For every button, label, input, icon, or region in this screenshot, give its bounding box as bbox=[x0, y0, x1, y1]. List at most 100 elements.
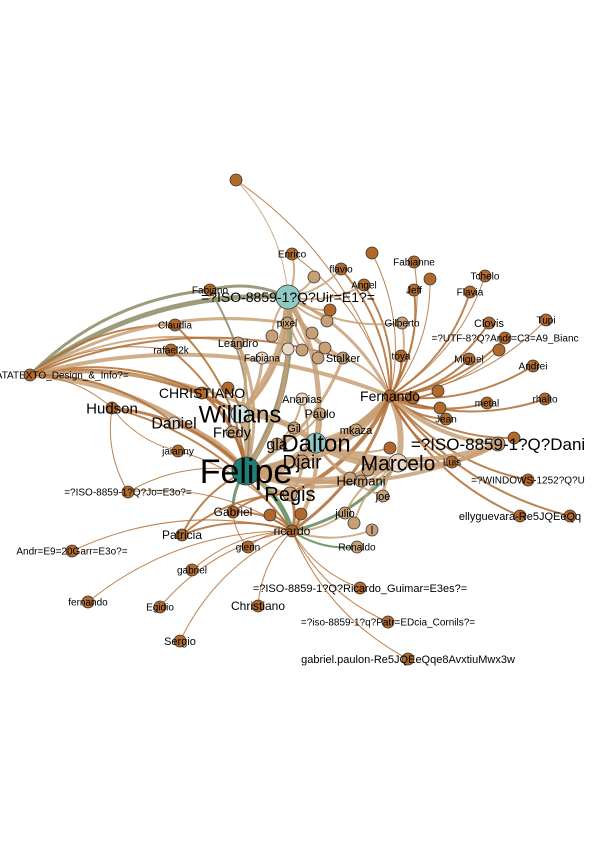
node-label-flavio: flavio bbox=[329, 265, 353, 276]
node-label-rhalto: rhalto bbox=[532, 395, 557, 406]
node-label-gabriel_l: gabriel bbox=[177, 566, 207, 577]
edge bbox=[28, 352, 392, 398]
node-metal bbox=[480, 396, 494, 410]
node-windows bbox=[521, 473, 535, 487]
node-flavia bbox=[463, 285, 477, 299]
node-n_h bbox=[221, 381, 235, 395]
node-label-leandro: Leandro bbox=[218, 338, 258, 350]
node-label-fernando_l: fernando bbox=[68, 598, 108, 609]
node-angel bbox=[357, 278, 371, 292]
edge bbox=[287, 296, 403, 326]
node-mkaza bbox=[349, 423, 363, 437]
node-hudson bbox=[105, 401, 119, 415]
node-ricardo bbox=[285, 524, 299, 538]
node-label-paulo: Paulo bbox=[305, 407, 336, 421]
node-gabriel bbox=[226, 505, 240, 519]
node-felipe bbox=[231, 456, 261, 486]
node-christiano_u bbox=[195, 386, 209, 400]
node-label-hermani: Hermani bbox=[336, 474, 385, 489]
edge bbox=[257, 530, 293, 607]
edge bbox=[181, 493, 291, 536]
edge bbox=[235, 179, 391, 397]
edge bbox=[389, 322, 490, 397]
node-label-flavia: Flavia bbox=[457, 288, 484, 299]
node-label-toya: toya bbox=[392, 352, 411, 363]
node-clovis bbox=[482, 316, 496, 330]
node-n_m1 bbox=[343, 471, 357, 485]
node-dani bbox=[490, 436, 506, 452]
node-joe bbox=[376, 489, 390, 503]
node-dalton bbox=[305, 432, 327, 454]
node-label-jo: =?ISO-8859-1?Q?Jo=E3o?= bbox=[64, 488, 192, 499]
node-n_r5 bbox=[507, 431, 521, 445]
node-label-gabriel_p: gabriel.paulon-Re5JQEeQqe8AvxtiuMwx3w bbox=[301, 654, 515, 666]
node-label-andre_garr: Andr=E9=20Garr=E3o?= bbox=[16, 547, 127, 558]
node-pixel bbox=[280, 316, 294, 330]
edge bbox=[127, 489, 293, 532]
node-n_c2 bbox=[320, 314, 334, 328]
node-label-sergio: Sergio bbox=[164, 636, 196, 648]
edge bbox=[291, 529, 373, 539]
node-label-gla: gla bbox=[266, 437, 287, 454]
node-andrei bbox=[526, 359, 540, 373]
node-n_c6 bbox=[318, 341, 332, 355]
node-n_m2 bbox=[361, 463, 375, 477]
node-label-gil: Gil bbox=[287, 423, 300, 435]
node-layer bbox=[23, 173, 577, 666]
edge bbox=[291, 530, 409, 660]
node-label-andrei: Andrei bbox=[519, 362, 548, 373]
node-tupi bbox=[539, 313, 553, 327]
node-n_c7 bbox=[281, 342, 295, 356]
node-willians bbox=[230, 404, 250, 424]
node-n_r4 bbox=[492, 343, 506, 357]
node-n_r6 bbox=[563, 509, 577, 523]
node-label-gabriel: Gabriel bbox=[214, 505, 253, 519]
edge bbox=[159, 530, 293, 608]
node-label-willians: Willians bbox=[199, 401, 282, 428]
node-label-dalton: Dalton bbox=[281, 430, 350, 457]
node-n_m4 bbox=[294, 507, 308, 521]
node-label-miguel: Miguel bbox=[454, 355, 483, 366]
node-n_c3 bbox=[305, 326, 319, 340]
node-ronaldo bbox=[350, 540, 364, 554]
node-top bbox=[229, 173, 243, 187]
node-label-patr: =?iso-8859-1?q?Patr=EDcia_Cornils?= bbox=[301, 618, 475, 629]
node-label-ananias: Ananias bbox=[282, 394, 322, 406]
node-label-uir: =?ISO-8859-1?Q?Uir=E1?= bbox=[201, 289, 375, 305]
node-n_r1 bbox=[406, 391, 420, 405]
edge bbox=[29, 346, 172, 376]
node-andre_garr bbox=[65, 544, 79, 558]
node-label-l_node: l bbox=[371, 525, 373, 537]
edge bbox=[181, 522, 293, 536]
node-label-ricardo: ricardo bbox=[274, 524, 311, 538]
node-jaianny bbox=[171, 444, 185, 458]
node-label-fredy: Fredy bbox=[213, 424, 252, 441]
node-label-julio: julio bbox=[334, 508, 355, 520]
node-label-tchelo: Tchelo bbox=[471, 272, 500, 283]
node-label-ricardo_g: =?ISO-8859-1?Q?Ricardo_Guimar=E3es?= bbox=[253, 583, 467, 595]
node-ellyguevara bbox=[513, 509, 527, 523]
node-label-djair: Djair bbox=[282, 453, 322, 474]
node-glenn bbox=[241, 540, 255, 554]
node-l_node bbox=[365, 523, 379, 537]
edge bbox=[340, 268, 391, 397]
edge bbox=[389, 395, 529, 481]
node-label-ellyguevara: ellyguevara-Re5JQEeQq bbox=[459, 511, 581, 523]
node-rhalto bbox=[538, 392, 552, 406]
edge bbox=[244, 356, 345, 473]
node-n_c9 bbox=[311, 351, 325, 365]
edge bbox=[389, 395, 521, 517]
node-label-windows: =?WINDOWS-1252?Q?U bbox=[471, 476, 585, 487]
node-label-gilberto: Gilberto bbox=[384, 319, 419, 330]
node-label-tupi: Tupi bbox=[536, 316, 555, 327]
node-label-pixel: pixel bbox=[277, 319, 298, 330]
node-label-instal: UZ_Instal_-_DATATEXTO_Design_&_Info?= bbox=[0, 371, 129, 382]
node-gla bbox=[270, 437, 284, 451]
node-uir bbox=[275, 284, 301, 310]
node-label-clovis: Clovis bbox=[474, 318, 504, 330]
node-paulo bbox=[313, 407, 327, 421]
node-patr bbox=[381, 615, 395, 629]
edge bbox=[291, 530, 358, 549]
